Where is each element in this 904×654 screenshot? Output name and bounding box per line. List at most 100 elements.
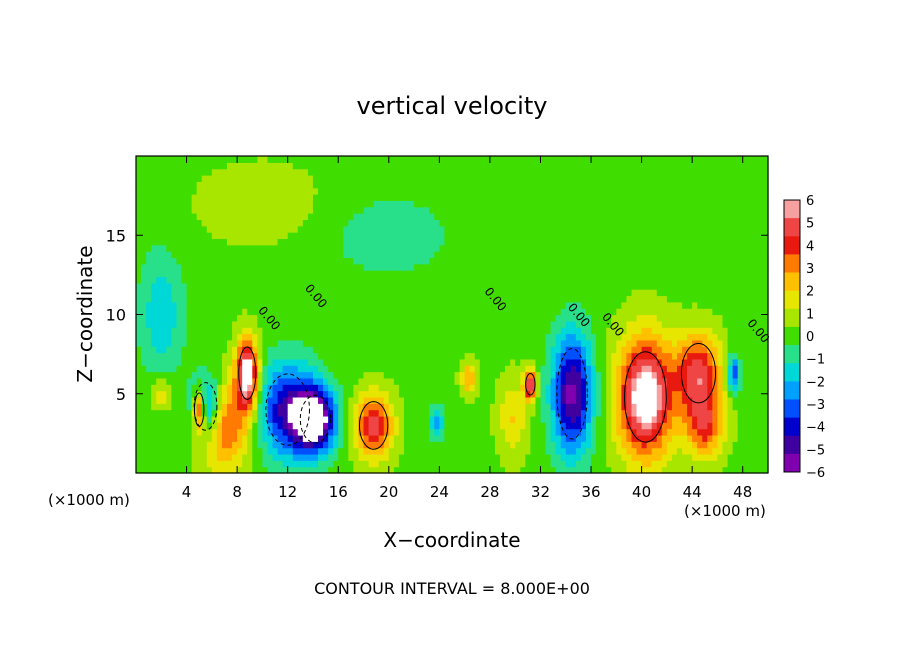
heatmap-cell [237,301,243,309]
heatmap-cell [323,251,329,259]
heatmap-cell [409,428,415,436]
heatmap-cell [449,232,456,240]
heatmap-cell [181,213,188,220]
heatmap-cell [626,453,633,461]
heatmap-cell [201,156,208,163]
heatmap-cell [469,371,476,379]
heatmap-cell [388,181,395,189]
heatmap-cell [434,282,440,290]
heatmap-cell [515,219,521,227]
heatmap-cell [474,441,481,449]
heatmap-cell [247,225,253,233]
heatmap-cell [424,314,430,322]
heatmap-cell [378,244,385,252]
heatmap-cell [580,390,587,398]
heatmap-cell [626,187,633,195]
heatmap-cell [242,320,248,328]
heatmap-cell [368,200,375,208]
heatmap-cell [333,282,339,290]
heatmap-cell [409,175,415,182]
heatmap-cell [444,206,451,214]
heatmap-cell [474,251,481,259]
heatmap-cell [237,225,243,233]
heatmap-cell [575,415,582,423]
heatmap-cell [403,175,410,182]
heatmap-cell [171,409,178,417]
heatmap-cell [464,225,471,233]
heatmap-cell [297,238,304,246]
heatmap-cell [454,181,461,189]
heatmap-cell [232,251,238,259]
heatmap-cell [424,409,430,417]
heatmap-cell [424,181,430,189]
heatmap-cell [550,238,557,246]
heatmap-cell [454,415,461,423]
heatmap-cell [393,213,400,220]
heatmap-cell [535,206,542,214]
heatmap-cell [201,441,208,449]
heatmap-cell [373,251,380,259]
heatmap-cell [353,333,360,341]
heatmap-cell [494,333,501,341]
heatmap-cell [368,238,375,246]
heatmap-cell [358,327,365,335]
heatmap-cell [277,225,284,233]
heatmap-cell [439,156,446,163]
heatmap-cell [398,466,405,474]
heatmap-cell [368,358,375,366]
heatmap-cell [201,181,208,189]
heatmap-cell [621,206,628,214]
heatmap-cell [232,314,238,322]
heatmap-cell [267,175,274,182]
heatmap-cell [515,466,521,474]
heatmap-cell [601,327,607,335]
heatmap-cell [151,409,157,417]
heatmap-cell [469,238,476,246]
heatmap-cell [318,238,324,246]
heatmap-cell [626,244,633,252]
heatmap-cell [171,415,178,423]
heatmap-cell [449,213,456,220]
heatmap-cell [307,314,314,322]
heatmap-cell [378,181,385,189]
heatmap-cell [565,396,572,404]
heatmap-cell [611,225,617,233]
heatmap-cell [232,270,238,278]
heatmap-cell [141,175,147,182]
heatmap-cell [444,187,451,195]
heatmap-cell [540,346,547,354]
heatmap-cell [176,346,183,354]
heatmap-cell [419,238,425,246]
heatmap-cell [338,390,344,398]
heatmap-cell [368,175,375,182]
heatmap-cell [363,327,370,335]
heatmap-cell [570,460,577,468]
heatmap-cell [302,213,309,220]
heatmap-cell [136,314,142,322]
heatmap-cell [191,422,198,430]
heatmap-cell [151,403,157,411]
heatmap-cell [252,441,258,449]
heatmap-cell [242,371,248,379]
heatmap-cell [262,384,269,392]
heatmap-cell [292,181,299,189]
heatmap-cell [611,276,617,284]
heatmap-cell [196,308,203,316]
heatmap-cell [358,295,365,303]
heatmap-cell [302,251,309,259]
heatmap-cell [323,371,329,379]
heatmap-cell [176,460,183,468]
heatmap-cell [227,257,233,265]
heatmap-cell [489,187,496,195]
heatmap-cell [479,200,486,208]
heatmap-cell [368,460,375,468]
heatmap-cell [550,466,557,474]
heatmap-cell [297,162,304,170]
heatmap-cell [151,270,157,278]
heatmap-cell [252,415,258,423]
heatmap-cell [348,289,355,297]
heatmap-cell [156,289,162,297]
heatmap-cell [429,219,435,227]
heatmap-cell [333,352,339,360]
heatmap-cell [252,194,258,201]
